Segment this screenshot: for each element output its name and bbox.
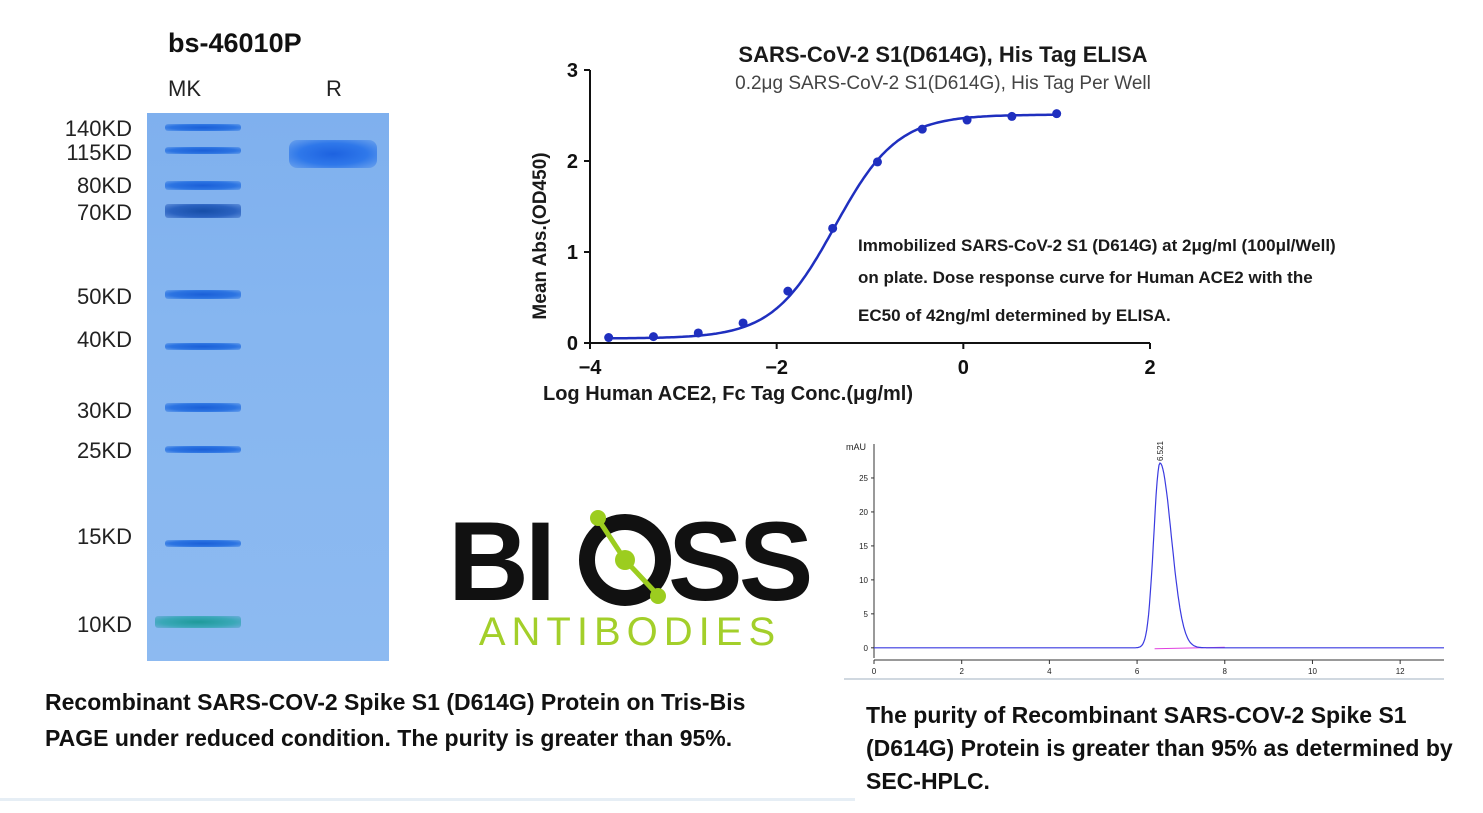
elisa-annotation-line-3: EC50 of 42ng/ml determined by ELISA. bbox=[858, 306, 1171, 325]
marker-label-140kd: 140KD bbox=[64, 116, 132, 141]
elisa-axes: −4 −2 0 2 0 1 2 3 bbox=[567, 60, 1156, 379]
marker-band bbox=[165, 147, 241, 154]
elisa-x-tick-label: 2 bbox=[1144, 357, 1155, 379]
hplc-y-axis-label: mAU bbox=[846, 442, 866, 452]
hplc-x-tick-label: 6 bbox=[1135, 667, 1140, 676]
hplc-x-tick-label: 2 bbox=[959, 667, 964, 676]
hplc-x-tick-label: 8 bbox=[1223, 667, 1228, 676]
elisa-x-tick-label: −4 bbox=[579, 357, 603, 379]
elisa-data-point bbox=[693, 328, 703, 338]
hplc-axes: 0 5 10 15 20 25 0 2 4 6 8 10 12 bbox=[859, 444, 1444, 676]
elisa-data-point bbox=[872, 157, 882, 167]
elisa-annotation-line-1: Immobilized SARS-CoV-2 S1 (D614G) at 2μg… bbox=[858, 236, 1336, 255]
marker-label-10kd: 10KD bbox=[76, 612, 132, 637]
elisa-y-axis-label: Mean Abs.(OD450) bbox=[530, 152, 551, 319]
hplc-x-tick-label: 10 bbox=[1308, 667, 1317, 676]
logo-sub-text: ANTIBODIES bbox=[479, 610, 781, 654]
hplc-y-tick-label: 0 bbox=[864, 644, 869, 653]
hplc-y-tick-label: 5 bbox=[864, 610, 869, 619]
hplc-chart: mAU 0 5 10 15 20 25 0 2 4 6 8 10 12 6.521 bbox=[844, 440, 1444, 680]
elisa-data-point bbox=[738, 318, 748, 328]
hplc-x-tick-label: 0 bbox=[872, 667, 877, 676]
hplc-y-tick-label: 15 bbox=[859, 542, 868, 551]
bioss-antibodies-logo: BI SS ANTIBODIES bbox=[448, 500, 814, 654]
marker-band bbox=[165, 124, 241, 131]
elisa-y-tick-label: 2 bbox=[567, 151, 578, 173]
hplc-x-tick-label: 12 bbox=[1396, 667, 1405, 676]
elisa-title: SARS-CoV-2 S1(D614G), His Tag ELISA bbox=[738, 42, 1147, 67]
marker-label-15kd: 15KD bbox=[76, 524, 132, 549]
hplc-peak-label: 6.521 bbox=[1156, 440, 1165, 461]
marker-label-25kd: 25KD bbox=[76, 438, 132, 463]
elisa-data-point bbox=[917, 124, 927, 134]
elisa-data-point bbox=[1052, 109, 1062, 119]
elisa-x-axis-label: Log Human ACE2, Fc Tag Conc.(μg/ml) bbox=[543, 383, 913, 405]
elisa-y-tick-label: 0 bbox=[567, 333, 578, 355]
divider-line bbox=[0, 798, 855, 801]
marker-band bbox=[165, 204, 241, 218]
hplc-frame-bottom bbox=[844, 678, 1444, 680]
lane-label-r: R bbox=[326, 76, 342, 101]
marker-band bbox=[165, 446, 241, 453]
elisa-chart: SARS-CoV-2 S1(D614G), His Tag ELISA 0.2μ… bbox=[530, 42, 1336, 405]
marker-band bbox=[165, 540, 241, 547]
hplc-x-tick-label: 4 bbox=[1047, 667, 1052, 676]
elisa-y-tick-label: 1 bbox=[567, 242, 578, 264]
elisa-data-point bbox=[648, 332, 658, 342]
elisa-data-point bbox=[783, 286, 793, 296]
lane-label-mk: MK bbox=[168, 76, 201, 101]
marker-label-70kd: 70KD bbox=[76, 200, 132, 225]
gel-image bbox=[147, 113, 389, 661]
elisa-x-tick-label: −2 bbox=[765, 357, 788, 379]
hplc-y-tick-label: 10 bbox=[859, 576, 868, 585]
logo-o-ring bbox=[579, 514, 671, 606]
marker-band bbox=[165, 343, 241, 350]
hplc-chromatogram-trace bbox=[874, 462, 1444, 649]
gel-caption: Recombinant SARS-COV-2 Spike S1 (D614G) … bbox=[45, 689, 746, 751]
hplc-caption: The purity of Recombinant SARS-COV-2 Spi… bbox=[866, 702, 1453, 794]
marker-band bbox=[165, 181, 241, 190]
elisa-data-point bbox=[962, 115, 972, 125]
sample-band-r bbox=[289, 140, 377, 168]
logo-brand-text: BI bbox=[448, 500, 552, 624]
elisa-y-tick-label: 3 bbox=[567, 60, 578, 82]
marker-band bbox=[165, 290, 241, 299]
marker-band bbox=[155, 616, 241, 628]
elisa-subtitle: 0.2μg SARS-CoV-2 S1(D614G), His Tag Per … bbox=[735, 73, 1151, 94]
elisa-data-point bbox=[1007, 111, 1017, 121]
elisa-data-points bbox=[604, 109, 1062, 343]
marker-band bbox=[165, 403, 241, 412]
elisa-x-tick-label: 0 bbox=[958, 357, 969, 379]
elisa-data-point bbox=[828, 223, 838, 233]
marker-label-40kd: 40KD bbox=[76, 327, 132, 352]
elisa-annotation-line-2: on plate. Dose response curve for Human … bbox=[858, 268, 1313, 287]
hplc-y-tick-label: 20 bbox=[859, 508, 868, 517]
elisa-data-point bbox=[604, 333, 614, 343]
marker-label-30kd: 30KD bbox=[76, 398, 132, 423]
marker-label-115kd: 115KD bbox=[66, 140, 132, 165]
marker-label-50kd: 50KD bbox=[76, 284, 132, 309]
svg-text:SS: SS bbox=[668, 500, 810, 624]
marker-label-80kd: 80KD bbox=[76, 173, 132, 198]
gel-title: bs-46010P bbox=[168, 28, 302, 58]
hplc-y-tick-label: 25 bbox=[859, 474, 868, 483]
